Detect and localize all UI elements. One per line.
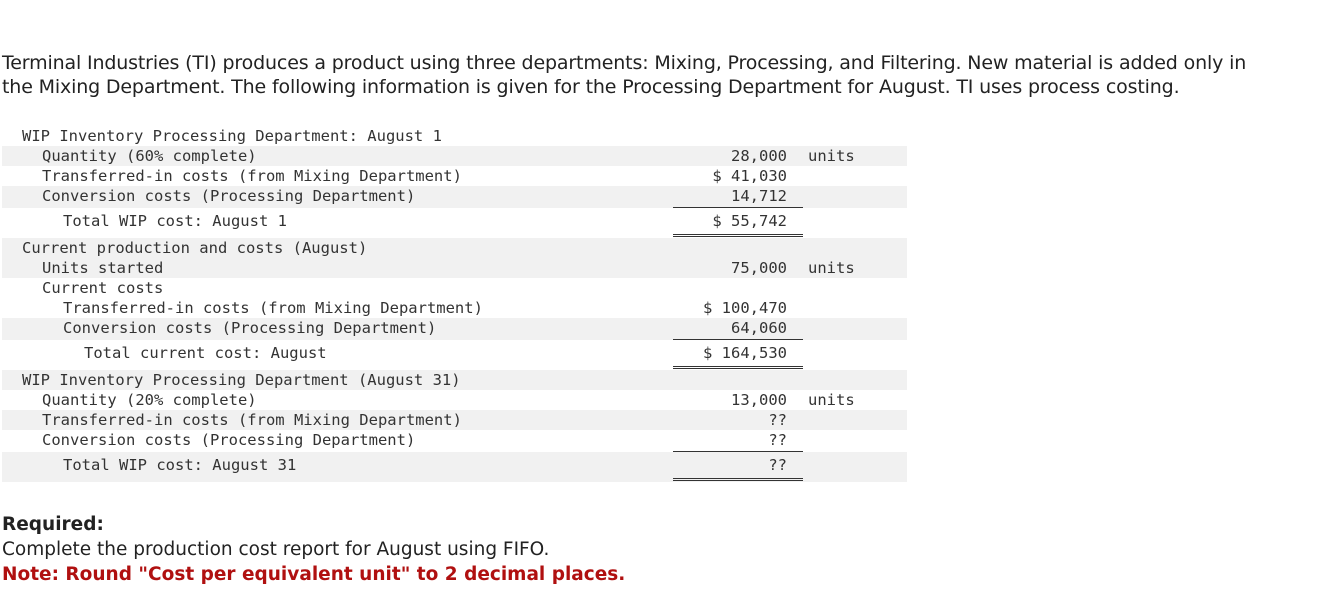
row-label: Conversion costs (Processing Department)	[42, 187, 416, 205]
required-text: Complete the production cost report for …	[2, 539, 550, 560]
subtotal-underline	[673, 451, 803, 452]
row-amount: $ 164,530	[703, 344, 787, 362]
row-amount: 28,000	[731, 147, 787, 165]
row-amount: 14,712	[731, 187, 787, 205]
table-row: Transferred-in costs (from Mixing Depart…	[2, 166, 907, 186]
row-label: Current production and costs (August)	[22, 239, 368, 257]
total-double-underline	[673, 234, 803, 237]
row-label: Quantity (60% complete)	[42, 147, 257, 165]
table-row: Units started 75,000 units	[2, 258, 907, 278]
row-amount: ??	[768, 456, 787, 474]
table-row: Transferred-in costs (from Mixing Depart…	[2, 410, 907, 430]
table-row: Quantity (20% complete) 13,000 units	[2, 390, 907, 410]
required-heading: Required:	[2, 514, 104, 535]
intro-line-1: Terminal Industries (TI) produces a prod…	[2, 52, 1247, 74]
total-double-underline	[673, 478, 803, 481]
table-row: Conversion costs (Processing Department)…	[2, 430, 907, 452]
rounding-note: Note: Round "Cost per equivalent unit" t…	[2, 564, 626, 585]
table-row: Quantity (60% complete) 28,000 units	[2, 146, 907, 166]
row-amount: $ 100,470	[703, 299, 787, 317]
row-label: Quantity (20% complete)	[42, 391, 257, 409]
row-label: Transferred-in costs (from Mixing Depart…	[63, 299, 483, 317]
table-row: Current production and costs (August)	[2, 238, 907, 258]
row-unit: units	[808, 259, 855, 277]
table-row: Total current cost: August $ 164,530	[2, 340, 907, 370]
intro-line-2: the Mixing Department. The following inf…	[2, 76, 1180, 98]
required-section: Required: Complete the production cost r…	[2, 512, 625, 587]
row-label: Transferred-in costs (from Mixing Depart…	[42, 167, 462, 185]
processing-department-table: WIP Inventory Processing Department: Aug…	[2, 126, 907, 482]
table-row: Total WIP cost: August 31 ??	[2, 452, 907, 482]
row-label: WIP Inventory Processing Department (Aug…	[22, 371, 461, 389]
table-row: WIP Inventory Processing Department (Aug…	[2, 370, 907, 390]
row-label: Total WIP cost: August 1	[63, 212, 287, 230]
row-label: Transferred-in costs (from Mixing Depart…	[42, 411, 462, 429]
row-label: Total current cost: August	[84, 344, 327, 362]
row-label: Current costs	[42, 279, 164, 297]
row-amount: 64,060	[731, 319, 787, 337]
row-label: Total WIP cost: August 31	[63, 456, 297, 474]
row-amount: $ 55,742	[712, 212, 787, 230]
row-label: WIP Inventory Processing Department: Aug…	[22, 127, 442, 145]
row-amount: $ 41,030	[712, 167, 787, 185]
row-label: Conversion costs (Processing Department)	[42, 431, 416, 449]
row-amount: ??	[768, 431, 787, 449]
subtotal-underline	[673, 207, 803, 208]
table-row: Transferred-in costs (from Mixing Depart…	[2, 298, 907, 318]
table-row: Conversion costs (Processing Department)…	[2, 186, 907, 208]
table-row: Current costs	[2, 278, 907, 298]
total-double-underline	[673, 366, 803, 369]
row-amount: 13,000	[731, 391, 787, 409]
table-row: WIP Inventory Processing Department: Aug…	[2, 126, 907, 146]
table-row: Total WIP cost: August 1 $ 55,742	[2, 208, 907, 238]
row-amount: ??	[768, 411, 787, 429]
row-unit: units	[808, 391, 855, 409]
subtotal-underline	[673, 339, 803, 340]
row-unit: units	[808, 147, 855, 165]
row-label: Units started	[42, 259, 164, 277]
row-amount: 75,000	[731, 259, 787, 277]
table-row: Conversion costs (Processing Department)…	[2, 318, 907, 340]
row-label: Conversion costs (Processing Department)	[63, 319, 437, 337]
problem-intro: Terminal Industries (TI) produces a prod…	[2, 51, 1302, 99]
